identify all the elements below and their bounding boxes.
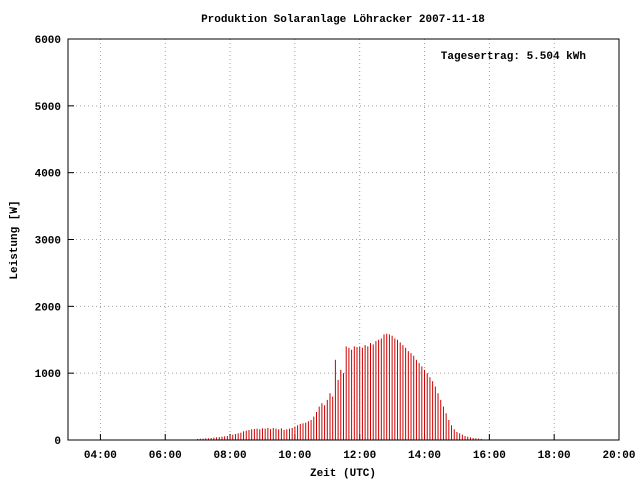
x-tick-label: 18:00 xyxy=(538,450,571,462)
y-tick-label: 6000 xyxy=(35,35,61,47)
x-tick-label: 06:00 xyxy=(149,450,182,462)
x-axis-label: Zeit (UTC) xyxy=(310,468,376,480)
x-tick-label: 12:00 xyxy=(343,450,376,462)
x-tick-label: 08:00 xyxy=(214,450,247,462)
x-tick-label: 16:00 xyxy=(473,450,506,462)
y-tick-label: 5000 xyxy=(35,102,61,114)
x-tick-label: 04:00 xyxy=(84,450,117,462)
y-tick-label: 0 xyxy=(54,436,61,448)
chart-title: Produktion Solaranlage Löhracker 2007-11… xyxy=(201,14,485,26)
y-tick-label: 4000 xyxy=(35,169,61,181)
x-tick-label: 10:00 xyxy=(278,450,311,462)
y-tick-label: 1000 xyxy=(35,369,61,381)
y-axis-label: Leistung [W] xyxy=(9,200,21,279)
plot-frame xyxy=(67,38,620,441)
x-tick-label: 14:00 xyxy=(408,450,441,462)
annotation: Tagesertrag: 5.504 kWh xyxy=(441,51,586,63)
y-tick-label: 3000 xyxy=(35,236,61,248)
y-tick-label: 2000 xyxy=(35,302,61,314)
x-tick-label: 20:00 xyxy=(602,450,635,462)
